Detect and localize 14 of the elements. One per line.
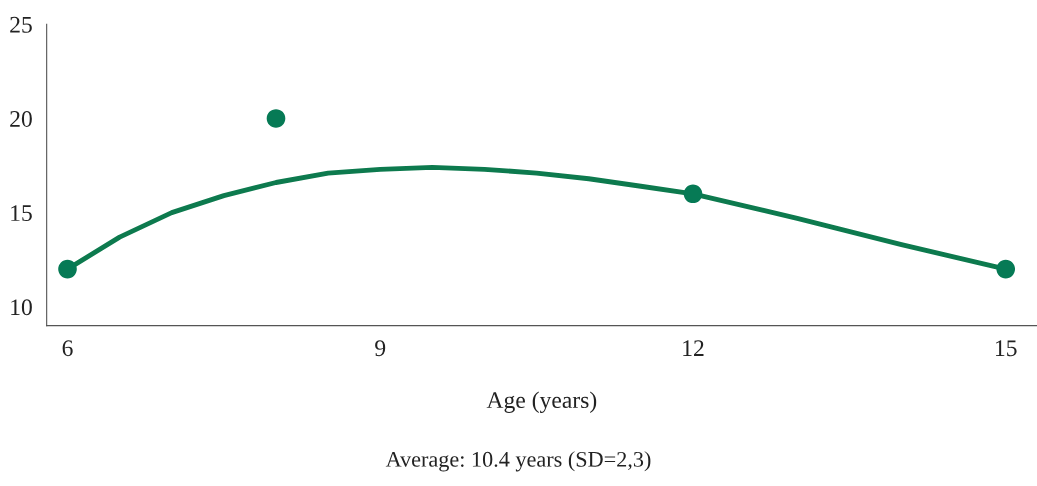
x-tick-label: 12 xyxy=(683,340,704,356)
point xyxy=(266,109,286,128)
y-tick-label: 10 xyxy=(11,299,32,316)
point xyxy=(683,184,703,204)
x-tick-label: 15 xyxy=(996,340,1017,357)
y-tick-label: 25 xyxy=(10,16,32,33)
text: Average: 10.4 years (SD=2,3) xyxy=(385,451,651,472)
y-tick-label: 20 xyxy=(10,110,32,127)
x-tick-label: 6 xyxy=(62,340,73,357)
y-tick-label: 15 xyxy=(11,205,32,222)
point xyxy=(996,259,1016,279)
x-tick-label: 9 xyxy=(375,340,386,357)
x-axis-title: Age (years) xyxy=(486,391,597,413)
point xyxy=(58,259,77,279)
